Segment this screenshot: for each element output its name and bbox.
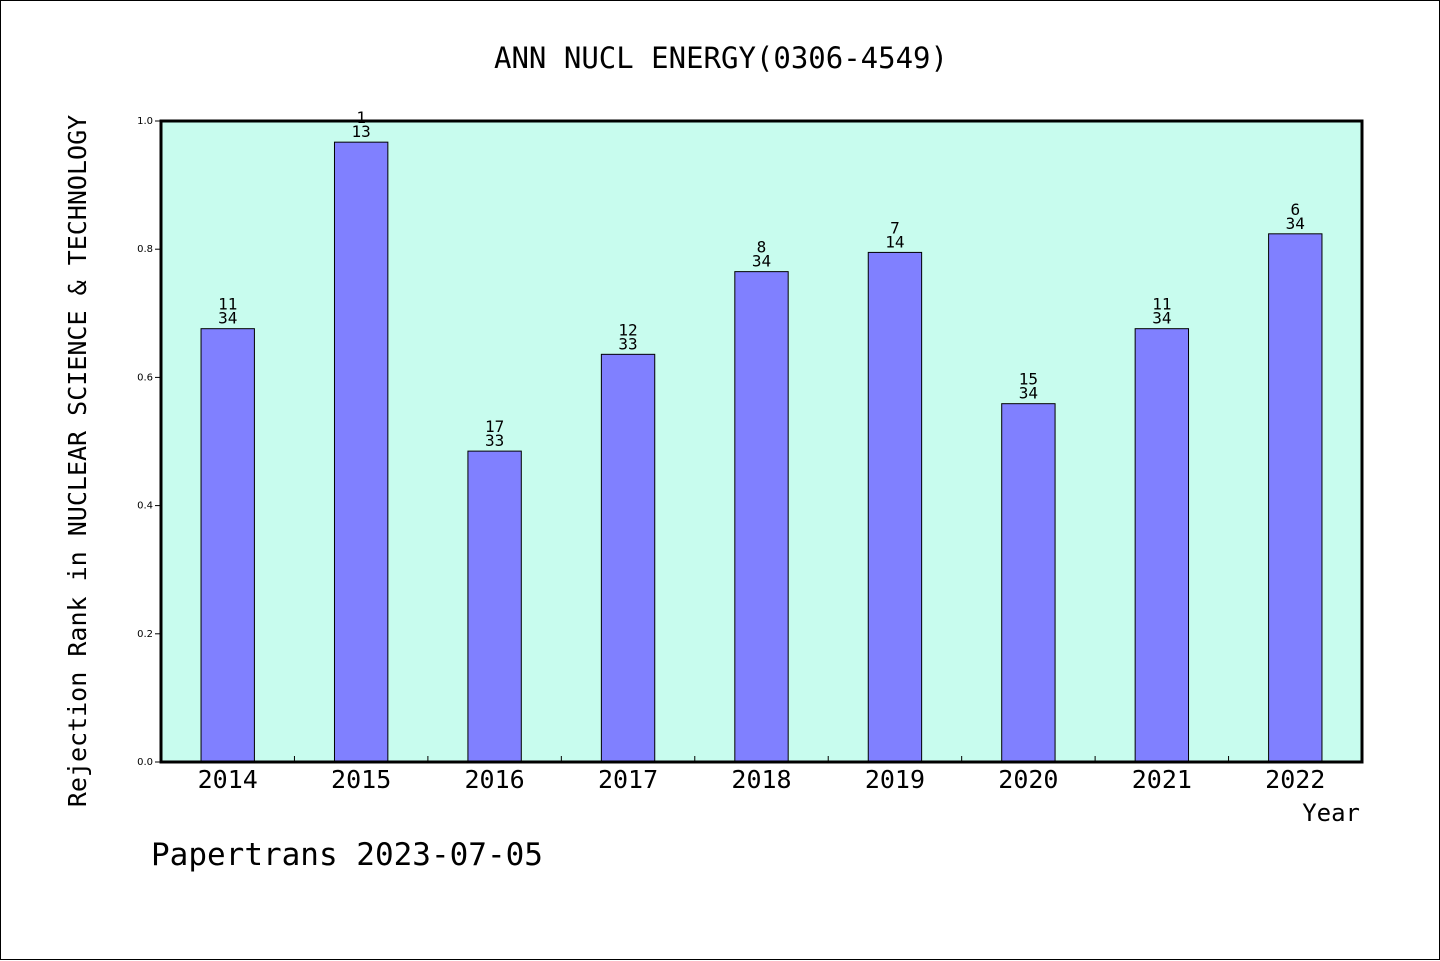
x-tick-label: 2021 bbox=[1132, 765, 1192, 794]
x-axis-label: Year bbox=[1302, 799, 1360, 827]
x-tick-label: 2014 bbox=[198, 765, 258, 794]
bar-label-rank: 17 bbox=[485, 417, 504, 436]
bar bbox=[200, 328, 255, 763]
y-tick-label: 0.8 bbox=[137, 244, 153, 255]
x-tick-label: 2017 bbox=[598, 765, 658, 794]
x-tick-label: 2016 bbox=[465, 765, 525, 794]
bars-group bbox=[200, 141, 1323, 763]
y-axis-label: Rejection Rank in NUCLEAR SCIENCE & TECH… bbox=[63, 115, 92, 807]
y-tick-label: 1.0 bbox=[137, 116, 153, 127]
y-tick-label: 0.6 bbox=[137, 372, 153, 383]
bar-label-total: 34 bbox=[218, 309, 237, 328]
x-tick-label: 2020 bbox=[998, 765, 1058, 794]
bar-label-total: 34 bbox=[752, 252, 771, 271]
bar-label-rank: 11 bbox=[1152, 295, 1171, 314]
y-tick-label: 0.0 bbox=[137, 757, 153, 768]
x-axis-ticks: 2014 2015 2016 2017 2018 2019 2020 2021 2022 bbox=[198, 756, 1325, 794]
bar-label-total: 14 bbox=[885, 232, 904, 251]
bar-label-total: 34 bbox=[1286, 214, 1305, 233]
bar bbox=[867, 251, 923, 763]
bar-label-rank: 15 bbox=[1019, 370, 1038, 389]
bar bbox=[1134, 328, 1190, 763]
bar bbox=[1268, 233, 1323, 763]
bar-label-total: 13 bbox=[352, 122, 371, 141]
x-tick-label: 2015 bbox=[331, 765, 391, 794]
x-tick-label: 2022 bbox=[1265, 765, 1325, 794]
bar bbox=[600, 353, 656, 763]
bar-label-rank: 6 bbox=[1290, 200, 1300, 219]
bar bbox=[333, 141, 389, 763]
bar-label-total: 33 bbox=[618, 334, 637, 353]
y-tick-label: 0.2 bbox=[137, 629, 153, 640]
bar bbox=[467, 450, 522, 763]
bar-label-total: 34 bbox=[1019, 384, 1038, 403]
bar-label-rank: 12 bbox=[618, 320, 637, 339]
chart-title: ANN NUCL ENERGY(0306-4549) bbox=[494, 41, 948, 75]
plot-border bbox=[159, 119, 1364, 764]
y-tick-label: 0.4 bbox=[137, 501, 153, 512]
bar-label-rank: 11 bbox=[218, 295, 237, 314]
x-tick-label: 2018 bbox=[731, 765, 791, 794]
bar bbox=[734, 271, 789, 763]
bar-label-rank: 7 bbox=[890, 218, 900, 237]
bar-label-total: 34 bbox=[1152, 309, 1171, 328]
bar-label-rank: 8 bbox=[757, 238, 767, 257]
y-axis-ticks: 0.0 0.2 0.4 0.6 0.8 1.0 bbox=[137, 116, 161, 768]
footer-text: Papertrans 2023-07-05 bbox=[151, 837, 543, 873]
bar-label-total: 33 bbox=[485, 431, 504, 450]
bar bbox=[1001, 403, 1056, 763]
bar-label-rank: 1 bbox=[356, 108, 366, 127]
x-tick-label: 2019 bbox=[865, 765, 925, 794]
